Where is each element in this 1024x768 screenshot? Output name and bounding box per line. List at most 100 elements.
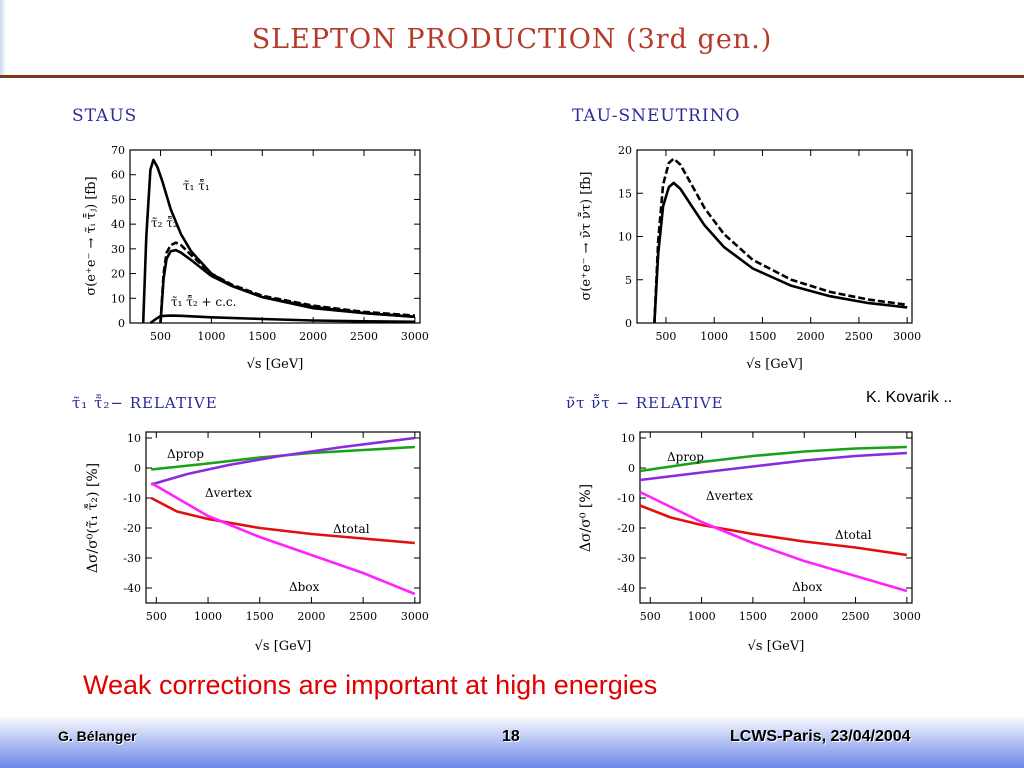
series-line bbox=[159, 241, 415, 324]
series-annotation: Δvertex bbox=[205, 486, 252, 500]
x-tick-label: 1000 bbox=[197, 330, 225, 343]
series-annotation: τ̃₂ τ̃̄₂ bbox=[151, 215, 178, 230]
series-annotation: Δbox bbox=[289, 580, 320, 594]
plot-frame bbox=[145, 431, 421, 604]
y-tick-label: 15 bbox=[618, 187, 632, 200]
x-tick-label: 3000 bbox=[893, 610, 921, 623]
y-tick-label: 0 bbox=[134, 462, 141, 475]
credit-text: K. Kovarik .. bbox=[866, 389, 953, 406]
series-annotation: Δprop bbox=[167, 447, 204, 461]
y-axis-label: σ(e⁺e⁻ → τ̃ᵢ τ̃̄ⱼ) [fb] bbox=[83, 176, 99, 295]
series-annotation: Δtotal bbox=[333, 522, 370, 536]
x-tick-label: 500 bbox=[146, 610, 167, 623]
x-tick-label: 3000 bbox=[893, 330, 921, 343]
x-tick-label: 2000 bbox=[790, 610, 818, 623]
series-line bbox=[149, 314, 415, 325]
series-annotation: Δvertex bbox=[706, 489, 753, 503]
series-line bbox=[653, 181, 908, 324]
series-line bbox=[653, 157, 908, 324]
x-axis-label: √s [GeV] bbox=[247, 357, 304, 372]
y-tick-label: 60 bbox=[111, 169, 125, 182]
y-tick-label: 40 bbox=[111, 218, 125, 231]
series-annotation: Δtotal bbox=[835, 528, 872, 542]
x-tick-label: 500 bbox=[655, 330, 676, 343]
y-tick-label: -40 bbox=[123, 582, 141, 595]
x-tick-label: 500 bbox=[150, 330, 171, 343]
y-tick-label: -30 bbox=[617, 552, 635, 565]
x-tick-label: 2000 bbox=[297, 610, 325, 623]
y-tick-label: 10 bbox=[621, 432, 635, 445]
title-rule bbox=[0, 75, 1024, 78]
x-tick-label: 1500 bbox=[739, 610, 767, 623]
y-tick-label: 30 bbox=[111, 243, 125, 256]
x-tick-label: 2500 bbox=[845, 330, 873, 343]
x-tick-label: 1000 bbox=[700, 330, 728, 343]
footer-author: G. Bélanger bbox=[58, 728, 137, 744]
plot-frame bbox=[129, 149, 421, 324]
x-tick-label: 1500 bbox=[748, 330, 776, 343]
series-line bbox=[150, 496, 415, 545]
x-tick-label: 500 bbox=[640, 610, 661, 623]
y-tick-label: -10 bbox=[123, 492, 141, 505]
title-bar bbox=[0, 0, 1024, 78]
x-tick-label: 2500 bbox=[842, 610, 870, 623]
title-edge-decoration bbox=[0, 0, 6, 76]
footer-bar bbox=[0, 715, 1024, 768]
x-tick-label: 3000 bbox=[401, 610, 429, 623]
y-axis-label: Δσ/σ⁰(τ̃₁ τ̃̄₂) [%] bbox=[84, 463, 101, 573]
y-tick-label: 0 bbox=[118, 317, 125, 330]
series-annotation: τ̃₁ τ̃̄₂ + c.c. bbox=[171, 294, 236, 309]
x-tick-label: 1500 bbox=[246, 610, 274, 623]
series-line bbox=[639, 445, 907, 473]
y-tick-label: 20 bbox=[111, 268, 125, 281]
x-tick-label: 2500 bbox=[350, 330, 378, 343]
x-axis-label: √s [GeV] bbox=[746, 357, 803, 372]
series-line bbox=[150, 481, 416, 596]
y-axis-label: σ(e⁺e⁻ → ν̃τ ν̄̃τ) [fb] bbox=[578, 171, 594, 300]
y-tick-label: -20 bbox=[123, 522, 141, 535]
y-tick-label: 10 bbox=[111, 292, 125, 305]
series-annotation: Δprop bbox=[667, 450, 704, 464]
y-tick-label: -30 bbox=[123, 552, 141, 565]
x-tick-label: 1500 bbox=[248, 330, 276, 343]
y-tick-label: 10 bbox=[127, 432, 141, 445]
x-tick-label: 3000 bbox=[401, 330, 429, 343]
panel-title-staus: STAUS bbox=[72, 106, 138, 126]
x-axis-label: √s [GeV] bbox=[748, 639, 805, 654]
conclusion-text: Weak corrections are important at high e… bbox=[83, 670, 658, 700]
series-line bbox=[150, 436, 415, 486]
panel-title-staus-relative: τ̃₁ τ̃̄₂− RELATIVE bbox=[72, 394, 218, 412]
slide-title: SLEPTON PRODUCTION (3rd gen.) bbox=[251, 24, 773, 55]
x-tick-label: 2000 bbox=[797, 330, 825, 343]
y-tick-label: -40 bbox=[617, 582, 635, 595]
x-tick-label: 1000 bbox=[194, 610, 222, 623]
y-tick-label: 50 bbox=[111, 193, 125, 206]
x-tick-label: 2500 bbox=[349, 610, 377, 623]
y-axis-label: Δσ/σ⁰ [%] bbox=[578, 484, 594, 552]
y-tick-label: 5 bbox=[625, 274, 632, 287]
x-tick-label: 1000 bbox=[688, 610, 716, 623]
x-axis-label: √s [GeV] bbox=[255, 639, 312, 654]
series-annotation: τ̃₁ τ̃̄₁ bbox=[183, 178, 210, 193]
x-tick-label: 2000 bbox=[299, 330, 327, 343]
footer-page-number: 18 bbox=[502, 728, 520, 745]
series-line bbox=[639, 451, 907, 482]
y-tick-label: 20 bbox=[618, 144, 632, 157]
y-tick-label: 0 bbox=[625, 317, 632, 330]
y-tick-label: 0 bbox=[628, 462, 635, 475]
y-tick-label: -10 bbox=[617, 492, 635, 505]
series-line bbox=[639, 504, 908, 557]
y-tick-label: 70 bbox=[111, 144, 125, 157]
plot-frame bbox=[639, 431, 913, 604]
series-line bbox=[639, 490, 908, 593]
footer-event: LCWS-Paris, 23/04/2004 bbox=[730, 728, 911, 745]
y-tick-label: 10 bbox=[618, 231, 632, 244]
y-tick-label: -20 bbox=[617, 522, 635, 535]
panel-title-sneutrino: TAU-SNEUTRINO bbox=[572, 106, 741, 126]
series-annotation: Δbox bbox=[792, 580, 823, 594]
panel-title-sneutrino-relative: ν̃τ ν̄̃τ − RELATIVE bbox=[566, 394, 724, 412]
